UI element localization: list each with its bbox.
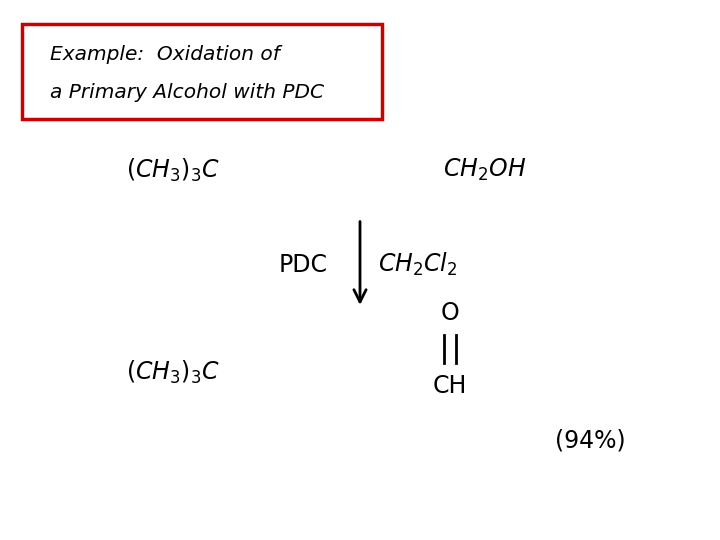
Text: $(CH_3)_3C$: $(CH_3)_3C$ bbox=[126, 359, 220, 386]
Text: (94%): (94%) bbox=[555, 428, 626, 452]
Text: CH: CH bbox=[433, 374, 467, 398]
Text: Example:  Oxidation of: Example: Oxidation of bbox=[50, 45, 280, 64]
Text: PDC: PDC bbox=[279, 253, 328, 276]
Bar bbox=[22, 24, 382, 119]
Text: a Primary Alcohol with PDC: a Primary Alcohol with PDC bbox=[50, 83, 325, 102]
Text: $(CH_3)_3C$: $(CH_3)_3C$ bbox=[126, 157, 220, 184]
Text: O: O bbox=[441, 301, 459, 325]
Text: $CH_2OH$: $CH_2OH$ bbox=[443, 157, 526, 183]
Text: $CH_2Cl_2$: $CH_2Cl_2$ bbox=[378, 251, 457, 278]
